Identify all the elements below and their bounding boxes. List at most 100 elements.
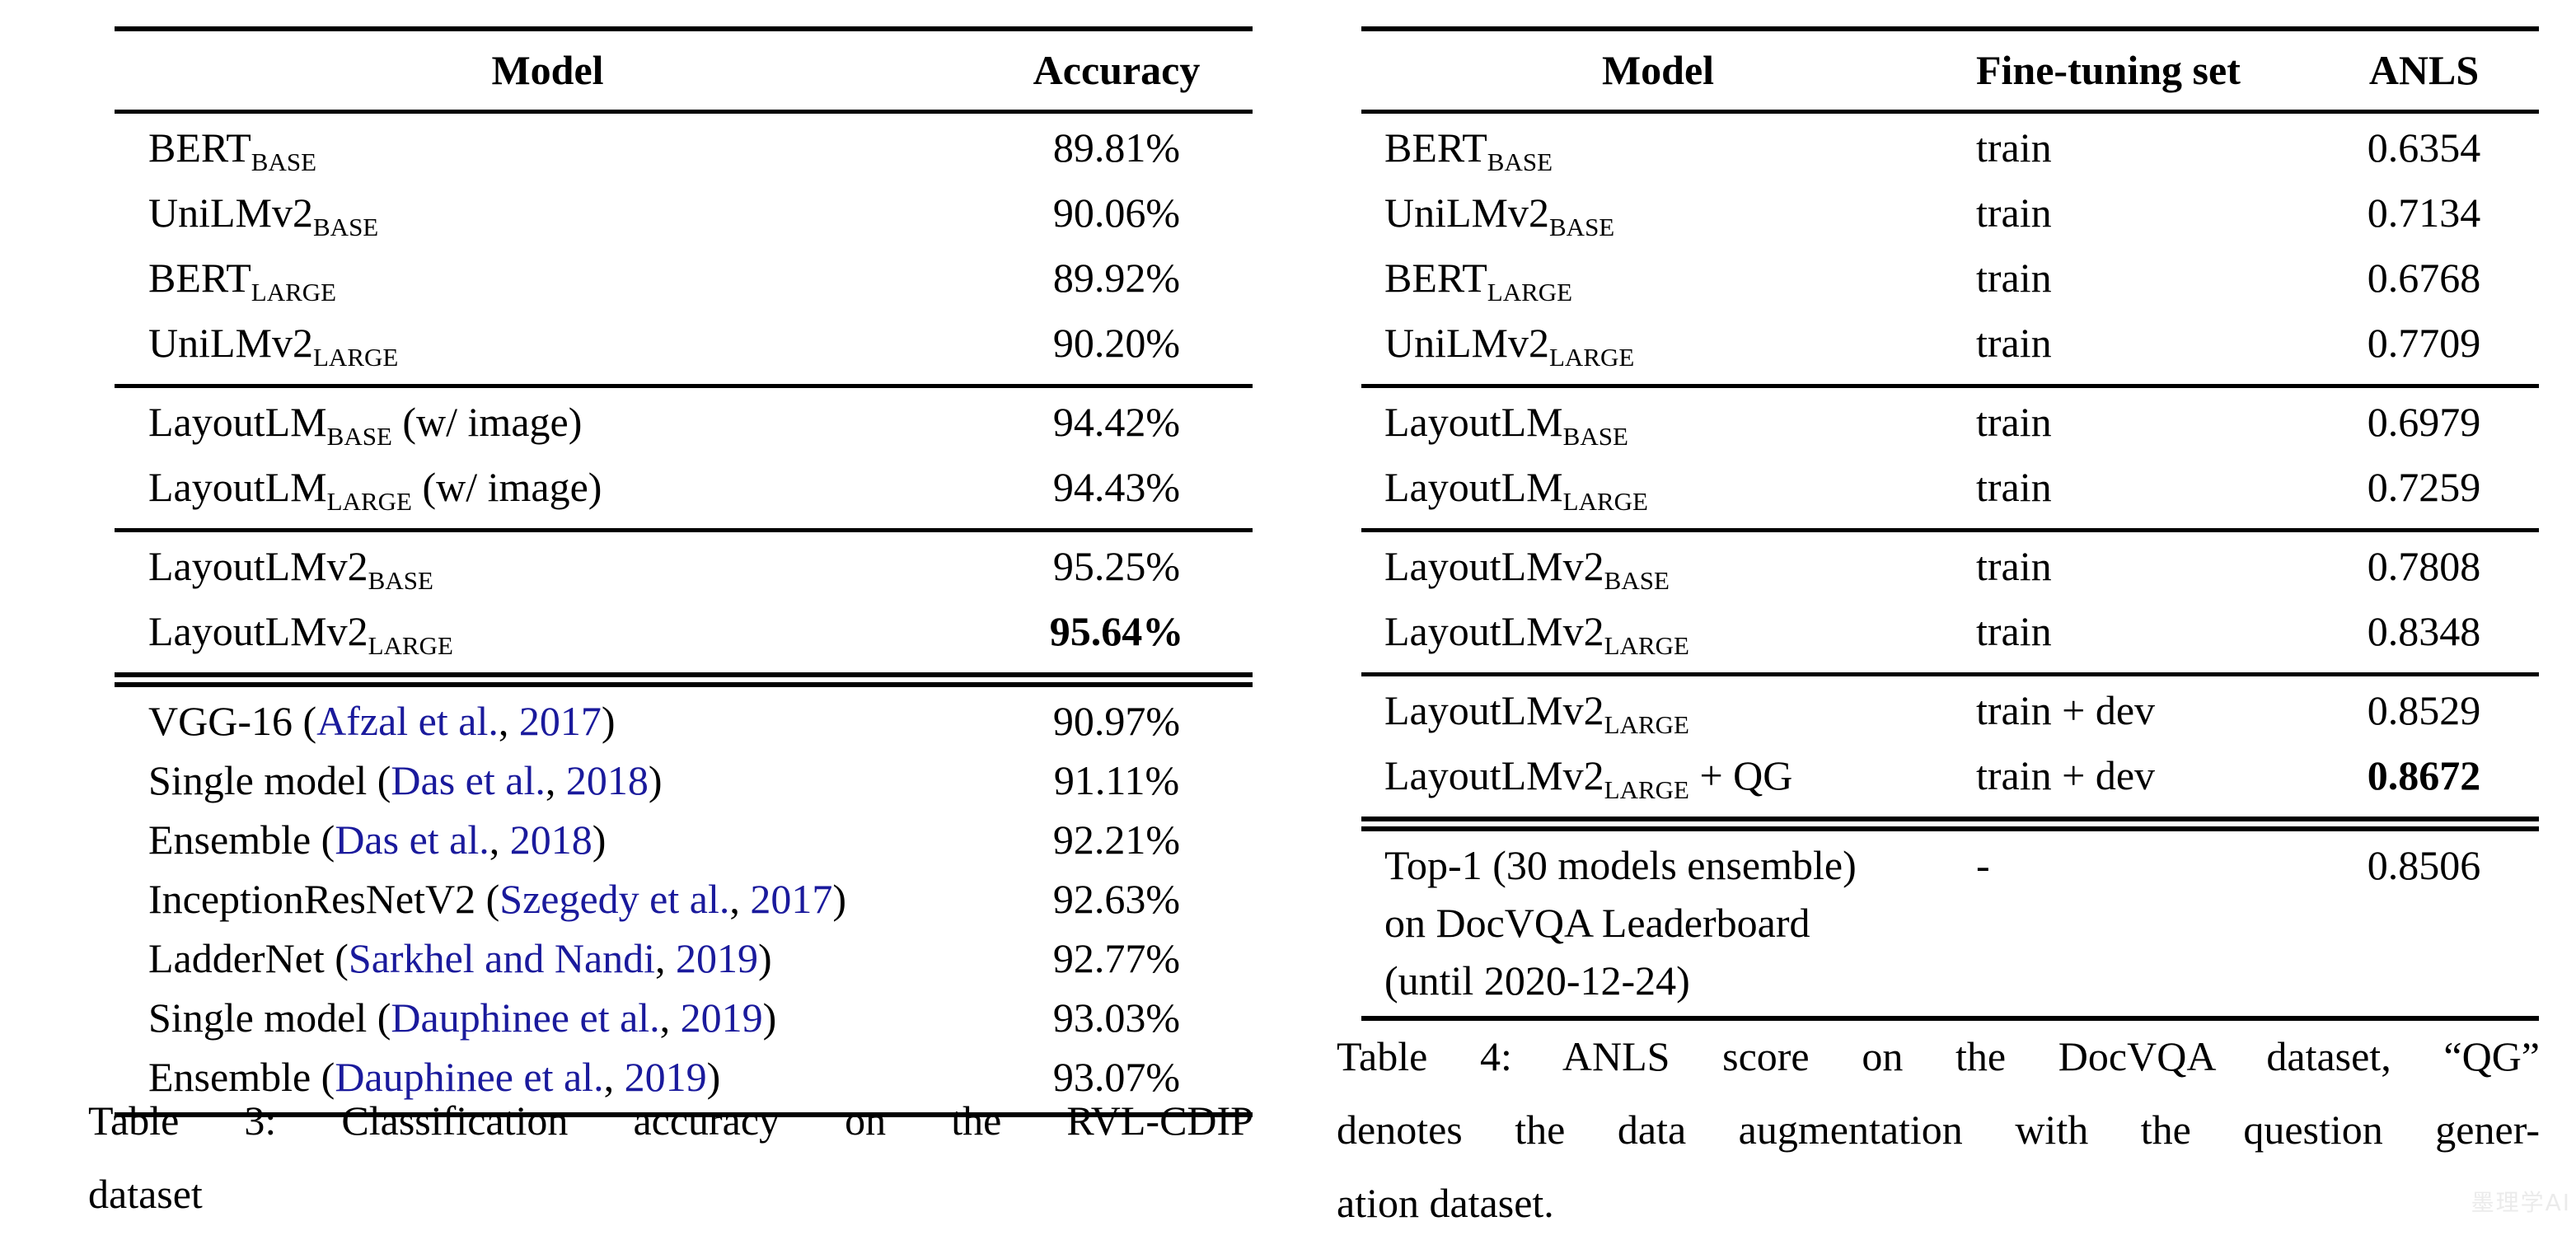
table-row: VGG-16 (Afzal et al., 2017) 90.97% xyxy=(115,680,1253,751)
citation-link[interactable]: Das et al. xyxy=(335,816,489,863)
model-text: ) xyxy=(762,994,777,1041)
model-cell: LayoutLMv2BASE xyxy=(1361,530,1955,601)
citation-link[interactable]: Szegedy et al. xyxy=(499,875,730,922)
table-row: Single model (Dauphinee et al., 2019) 93.… xyxy=(115,988,1253,1047)
anls-cell: 0.8506 xyxy=(2367,841,2481,888)
table-row: UniLMv2LARGE 90.20% xyxy=(115,313,1253,386)
header-row: Model Fine-tuning set ANLS xyxy=(1361,29,2539,111)
accuracy-cell: 90.06% xyxy=(1052,189,1181,236)
model-cell: LayoutLMv2LARGE xyxy=(1361,601,1955,675)
model-subscript: BASE xyxy=(368,565,433,595)
caption-line: denotes the data augmentation with the q… xyxy=(1337,1107,2540,1153)
table-rvl-cdip-accuracy: Model Accuracy BERTBASE 89.81% UniLMv2BASE… xyxy=(115,26,1253,1117)
table-row: UniLMv2BASE 90.06% xyxy=(115,183,1253,248)
finetuning-set-cell: train xyxy=(1976,189,2052,236)
citation-link[interactable]: Sarkhel and Nandi xyxy=(348,934,656,981)
table-row: LadderNet (Sarkhel and Nandi, 2019) 92.77… xyxy=(115,929,1253,988)
citation-link[interactable]: Das et al. xyxy=(391,756,546,803)
finetuning-set-cell: train xyxy=(1976,398,2052,445)
table-docvqa-anls: Model Fine-tuning set ANLS BERTBASE train… xyxy=(1361,26,2539,1021)
table-row: LayoutLMBASE train 0.6979 xyxy=(1361,386,2539,457)
model-text: BERT xyxy=(1384,124,1487,171)
model-text: , xyxy=(603,1053,625,1100)
citation-link[interactable]: 2019 xyxy=(676,934,759,981)
finetuning-set-cell: train + dev xyxy=(1976,686,2156,733)
table-row: LayoutLMv2BASE train 0.7808 xyxy=(1361,530,2539,601)
citation-link[interactable]: 2018 xyxy=(509,816,592,863)
table-row: UniLMv2BASE train 0.7134 xyxy=(1361,183,2539,248)
accuracy-cell: 91.11% xyxy=(1053,756,1180,803)
model-cell: UniLMv2BASE xyxy=(115,183,981,248)
table-row: LayoutLMv2LARGE + QG train + dev 0.8672 xyxy=(1361,746,2539,824)
model-text: UniLMv2 xyxy=(1384,189,1549,236)
model-text: LayoutLM xyxy=(1384,463,1563,510)
model-text: Ensemble ( xyxy=(148,1053,335,1100)
model-subscript: LARGE xyxy=(326,486,412,516)
finetuning-set-cell: train xyxy=(1976,607,2052,654)
model-text: , xyxy=(655,934,677,981)
table-row: LayoutLMv2LARGE 95.64% xyxy=(115,601,1253,680)
model-text: (until 2020-12-24) xyxy=(1384,957,1690,1004)
anls-cell: 0.7808 xyxy=(2367,542,2481,589)
finetuning-set-cell: train xyxy=(1976,254,2052,301)
accuracy-cell: 95.64% xyxy=(1049,607,1184,654)
table-row: LayoutLMv2LARGE train 0.8348 xyxy=(1361,601,2539,675)
anls-cell: 0.8672 xyxy=(2367,751,2481,798)
citation-link[interactable]: Dauphinee et al. xyxy=(335,1053,604,1100)
anls-cell: 0.8348 xyxy=(2367,607,2481,654)
table-row: Ensemble (Dauphinee et al., 2019) 93.07% xyxy=(115,1047,1253,1115)
column-header-model: Model xyxy=(1601,47,1715,94)
model-text: ) xyxy=(648,756,663,803)
table-row: LayoutLMv2LARGE train + dev 0.8529 xyxy=(1361,674,2539,746)
accuracy-cell: 93.03% xyxy=(1052,994,1181,1041)
caption-line: Table 4: ANLS score on the DocVQA datase… xyxy=(1337,1033,2540,1079)
model-text: LadderNet ( xyxy=(148,934,349,981)
model-text: LayoutLMv2 xyxy=(1384,607,1604,654)
accuracy-cell: 92.63% xyxy=(1052,875,1181,922)
model-text: LayoutLMv2 xyxy=(1384,751,1604,798)
citation-link[interactable]: Afzal et al. xyxy=(316,697,499,744)
model-cell: BERTLARGE xyxy=(1361,248,1955,313)
model-text: LayoutLMv2 xyxy=(1384,686,1604,733)
watermark: 墨理学AI xyxy=(2471,1189,2571,1216)
citation-link[interactable]: 2019 xyxy=(624,1053,707,1100)
right-column: Model Fine-tuning set ANLS BERTBASE train… xyxy=(1361,26,2539,1021)
citation-link[interactable]: 2017 xyxy=(518,697,602,744)
finetuning-set-cell: train xyxy=(1976,319,2052,366)
model-subscript: BASE xyxy=(1562,421,1628,451)
model-text: InceptionResNetV2 ( xyxy=(148,875,500,922)
citation-link[interactable]: 2017 xyxy=(750,875,833,922)
column-header-model: Model xyxy=(491,47,604,94)
anls-cell: 0.7259 xyxy=(2367,463,2481,510)
model-subscript: LARGE xyxy=(251,277,337,306)
finetuning-set-cell: train xyxy=(1976,542,2052,589)
model-cell: VGG-16 (Afzal et al., 2017) xyxy=(115,680,981,751)
table4-caption: Table 4: ANLS score on the DocVQA datase… xyxy=(1337,1020,2540,1240)
model-cell: BERTBASE xyxy=(1361,111,1955,183)
model-cell: UniLMv2LARGE xyxy=(1361,313,1955,386)
model-text: ) xyxy=(758,934,772,981)
finetuning-set-cell: - xyxy=(1976,841,1990,888)
model-text: LayoutLM xyxy=(148,398,327,445)
model-cell: LayoutLMv2BASE xyxy=(115,530,981,601)
model-cell: LayoutLMv2LARGE xyxy=(1361,674,1955,746)
model-cell: LayoutLMv2LARGE xyxy=(115,601,981,680)
model-text: on DocVQA Leaderboard xyxy=(1384,899,1810,946)
model-text: BERT xyxy=(1384,254,1487,301)
citation-link[interactable]: 2018 xyxy=(565,756,649,803)
model-text: LayoutLMv2 xyxy=(1384,542,1604,589)
model-cell: Single model (Dauphinee et al., 2019) xyxy=(115,988,981,1047)
column-header-accuracy: Accuracy xyxy=(1033,47,1201,94)
model-text: , xyxy=(489,816,510,863)
model-cell: LayoutLMLARGE (w/ image) xyxy=(115,457,981,531)
citation-link[interactable]: 2019 xyxy=(680,994,763,1041)
model-text: ) xyxy=(706,1053,721,1100)
anls-cell: 0.6979 xyxy=(2367,398,2481,445)
model-subscript: LARGE xyxy=(1604,774,1689,804)
model-text: (w/ image) xyxy=(411,463,602,510)
table-row: InceptionResNetV2 (Szegedy et al., 2017)… xyxy=(115,869,1253,929)
citation-link[interactable]: Dauphinee et al. xyxy=(391,994,660,1041)
model-text: UniLMv2 xyxy=(148,319,313,366)
accuracy-cell: 90.97% xyxy=(1052,697,1181,744)
table-row: UniLMv2LARGE train 0.7709 xyxy=(1361,313,2539,386)
